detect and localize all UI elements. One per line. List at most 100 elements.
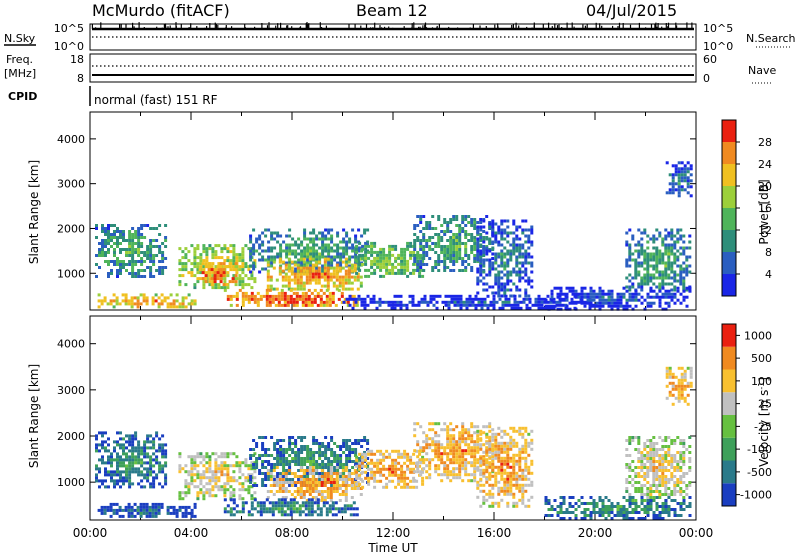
velocity-cell — [112, 511, 116, 515]
velocity-cell — [360, 439, 364, 442]
power-cell — [326, 266, 330, 270]
velocity-cell — [370, 449, 374, 453]
power-cell — [119, 242, 122, 245]
velocity-cell — [515, 504, 519, 508]
power-cell — [196, 271, 200, 275]
power-cell — [164, 245, 168, 248]
velocity-cell — [461, 437, 465, 441]
velocity-cell — [473, 467, 477, 471]
velocity-cell — [345, 442, 349, 445]
velocity-cell — [470, 449, 474, 453]
velocity-cell — [370, 467, 374, 471]
power-cell — [146, 254, 150, 257]
velocity-cell — [512, 495, 516, 499]
power-cell — [181, 302, 185, 306]
power-cell — [214, 253, 218, 257]
power-cell — [417, 300, 421, 304]
power-cell — [452, 215, 456, 218]
velocity-cell — [473, 479, 477, 483]
power-cell — [446, 248, 450, 251]
power-cell — [670, 264, 674, 268]
velocity-cell — [326, 481, 330, 484]
velocity-cell — [244, 461, 248, 465]
velocity-cell — [103, 511, 107, 515]
velocity-cell — [497, 432, 501, 436]
power-cell — [101, 227, 104, 230]
power-cell — [306, 243, 310, 247]
velocity-cell — [455, 467, 459, 471]
power-cell — [289, 300, 293, 304]
velocity-cell — [413, 470, 417, 474]
velocity-cell — [187, 511, 191, 515]
power-cell — [598, 292, 602, 296]
power-cell — [546, 294, 550, 298]
power-cell — [527, 255, 531, 259]
power-cell — [559, 289, 563, 293]
velocity-cell — [199, 479, 203, 483]
power-cell — [196, 256, 200, 260]
velocity-cell — [119, 461, 122, 465]
power-cell — [676, 264, 680, 268]
power-cell — [360, 234, 364, 238]
velocity-cell — [139, 505, 143, 509]
power-cell — [160, 299, 164, 303]
power-cell — [229, 259, 233, 263]
power-cell — [500, 255, 504, 259]
velocity-cell — [258, 472, 262, 475]
power-cell — [677, 191, 681, 195]
power-cell — [446, 221, 450, 224]
velocity-cell — [280, 501, 284, 505]
power-cell — [464, 224, 468, 227]
velocity-cell — [158, 443, 162, 447]
velocity-cell — [332, 490, 336, 493]
velocity-cell — [283, 498, 287, 502]
power-cell — [140, 257, 144, 260]
power-cell — [238, 259, 242, 263]
power-cell — [214, 250, 218, 254]
velocity-cell — [503, 477, 507, 481]
velocity-cell — [273, 445, 277, 448]
power-cell — [284, 284, 288, 288]
velocity-cell — [419, 446, 423, 450]
velocity-cell — [223, 488, 227, 492]
power-cell — [661, 255, 665, 259]
power-cell — [347, 275, 351, 279]
power-cell — [416, 236, 420, 239]
power-cell — [677, 188, 681, 192]
power-cell — [136, 302, 140, 306]
velocity-cell — [314, 496, 318, 499]
power-cell — [479, 258, 483, 262]
power-cell — [131, 233, 135, 236]
power-cell — [219, 274, 223, 278]
freq-unit: [MHz] — [4, 67, 36, 80]
power-cell — [559, 292, 563, 296]
velocity-cell — [497, 459, 501, 463]
velocity-cell — [367, 482, 371, 486]
power-cell — [122, 263, 125, 266]
velocity-cell — [104, 446, 107, 450]
power-cell — [320, 284, 324, 288]
velocity-cell — [382, 485, 386, 489]
power-cell — [382, 262, 386, 266]
power-cell — [314, 269, 318, 273]
velocity-cell — [249, 448, 253, 451]
velocity-cell — [479, 459, 483, 463]
power-cell — [354, 237, 358, 241]
velocity-cell — [319, 513, 323, 517]
velocity-cell — [298, 513, 302, 517]
power-cell — [256, 291, 260, 295]
power-cell — [261, 258, 265, 262]
power-cell — [494, 234, 498, 238]
velocity-cell — [509, 480, 513, 484]
power-cell — [149, 254, 153, 257]
power-cell — [670, 270, 674, 274]
power-cell — [465, 306, 469, 310]
velocity-cell — [274, 504, 278, 508]
velocity-cell — [500, 429, 504, 433]
velocity-cell — [344, 487, 348, 490]
power-cell — [390, 300, 394, 304]
power-cell — [339, 258, 343, 262]
power-cell — [330, 246, 334, 250]
power-cell — [598, 298, 602, 302]
power-cell — [479, 239, 483, 242]
